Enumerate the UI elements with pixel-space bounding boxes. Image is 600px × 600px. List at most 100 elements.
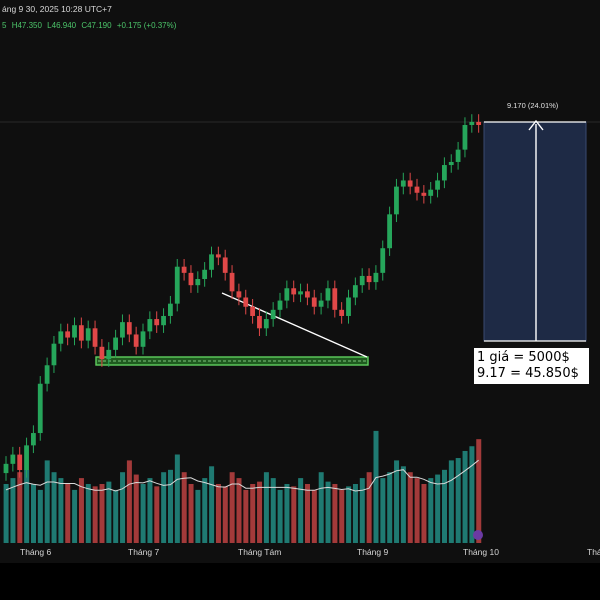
candle (414, 186, 420, 193)
volume-bar (215, 484, 221, 543)
volume-bar (373, 430, 379, 543)
ohlc-close: C47.190 (81, 21, 112, 30)
candle (400, 180, 406, 187)
volume-bar (462, 450, 468, 543)
candle (120, 322, 125, 338)
volume-bar (168, 469, 173, 543)
volume-bar (181, 472, 187, 543)
ohlc-high: H47.350 (11, 21, 42, 30)
volume-bar (442, 469, 447, 543)
candle (51, 343, 57, 366)
candle (10, 454, 16, 464)
volume-bar (188, 484, 194, 543)
candle (195, 279, 201, 286)
candle (31, 433, 36, 446)
volume-bar (284, 484, 290, 543)
x-axis-label: Tháng (587, 547, 600, 557)
ohlc-prefix: 5 (2, 21, 7, 30)
candle (188, 272, 194, 286)
volume-bar (31, 484, 36, 543)
volume-bar (37, 489, 43, 543)
volume-bar (99, 484, 105, 543)
candle (3, 463, 9, 474)
volume-bar (387, 472, 393, 543)
header-bar: áng 9 30, 2025 10:28 UTC+7 (0, 0, 600, 20)
volume-bar (78, 478, 84, 543)
volume-bar (352, 484, 358, 543)
volume-bar (92, 486, 98, 543)
candle (298, 291, 303, 295)
volume-bar (270, 478, 276, 543)
candle (126, 322, 132, 335)
volume-bar (400, 466, 406, 543)
candle (85, 328, 91, 341)
volume-bar (243, 489, 249, 543)
volume-bar (298, 478, 304, 543)
volume-bar (311, 489, 317, 543)
volume-bar (421, 484, 427, 543)
volume-bar (394, 460, 400, 543)
volume-bar (250, 484, 256, 543)
candle (106, 349, 112, 360)
candle (339, 309, 345, 316)
candle (359, 275, 365, 286)
volume-bar (3, 484, 9, 543)
volume-bar (469, 446, 475, 543)
header-datetime: áng 9 30, 2025 10:28 UTC+7 (2, 4, 112, 14)
event-marker (473, 530, 483, 540)
note-line-2: 9.17 = 45.850$ (477, 366, 579, 381)
candle (133, 334, 139, 347)
candle (209, 254, 214, 270)
candle (229, 272, 235, 292)
volume-bar (113, 489, 119, 543)
volume-bar (435, 474, 441, 543)
candle (462, 125, 468, 150)
candle (346, 297, 351, 316)
candle (435, 180, 440, 190)
candle (332, 288, 338, 310)
candle (325, 288, 331, 301)
candle (428, 189, 434, 196)
support-zone (95, 356, 369, 366)
candle (394, 186, 399, 215)
candle (78, 325, 84, 341)
candle (161, 315, 166, 326)
candle (113, 337, 118, 350)
target-move-label: 9.170 (24.01%) (507, 101, 559, 110)
volume-bar (448, 460, 454, 543)
candle (65, 331, 71, 338)
volume-bar (140, 484, 146, 543)
candle (243, 297, 249, 307)
volume-bar (202, 478, 208, 543)
candle (373, 272, 379, 283)
measured-arrowhead (528, 119, 544, 131)
volume-bar (476, 439, 482, 543)
volume-bar (222, 486, 228, 543)
candle (24, 445, 29, 470)
candle (469, 121, 475, 125)
candle (455, 149, 461, 162)
candle (37, 383, 43, 434)
volume-bar (346, 486, 352, 543)
candle (270, 309, 276, 320)
note-line-1: 1 giá = 5000$ (477, 350, 570, 365)
volume-bar (195, 489, 201, 543)
candle (284, 288, 290, 301)
candle (305, 291, 310, 298)
ohlc-readout: 5 H47.350 L46.940 C47.190 +0.175 (+0.37%… (2, 21, 179, 30)
candle (174, 266, 180, 304)
volume-bar (263, 472, 269, 543)
candle (250, 306, 255, 316)
candle (291, 288, 297, 295)
candle (72, 325, 77, 338)
bottom-band (0, 563, 600, 600)
volume-bar (65, 484, 71, 543)
volume-bar (10, 478, 16, 543)
candle (277, 300, 283, 310)
volume-bar (305, 484, 310, 543)
candle (366, 275, 372, 283)
volume-bar (339, 489, 345, 543)
volume-bar (380, 478, 386, 543)
